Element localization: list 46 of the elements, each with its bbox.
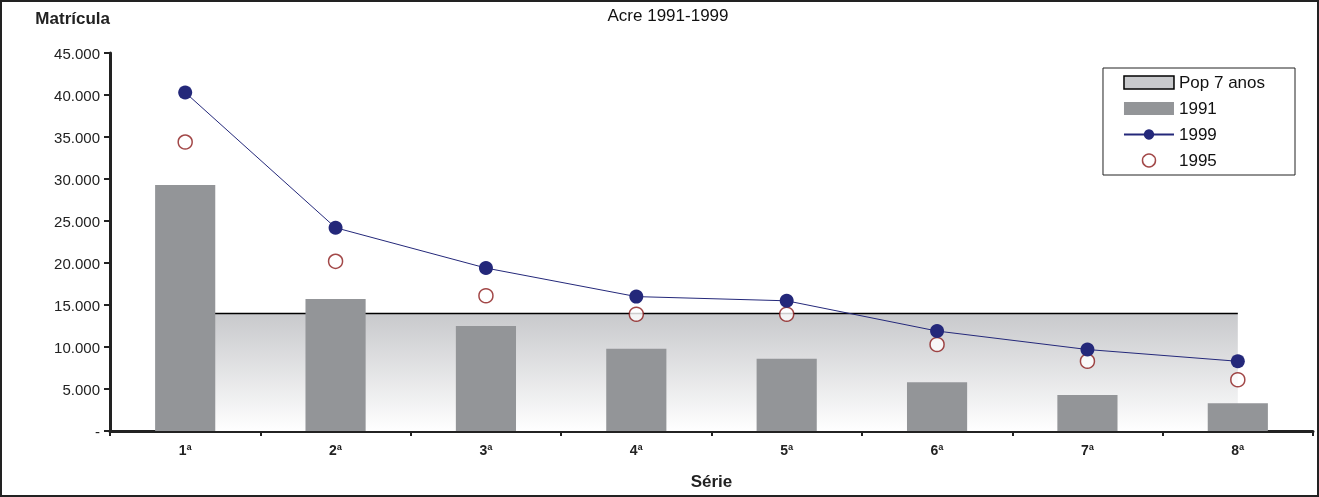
bar (1207, 403, 1268, 431)
legend-label: 1991 (1178, 99, 1217, 118)
bar (1057, 394, 1118, 431)
point (1079, 353, 1096, 370)
bar (606, 348, 667, 431)
point (929, 336, 945, 353)
point (178, 85, 193, 100)
point (1230, 354, 1245, 369)
x-tick-label: 7ª (1080, 442, 1095, 458)
bar (455, 326, 517, 431)
y-tick-label: 30.000 (54, 170, 100, 188)
legend-label: 1999 (1178, 125, 1217, 144)
y-tick-label: 5.000 (62, 380, 100, 398)
y-tick-label: 45.000 (54, 44, 100, 62)
y-tick-label: 25.000 (54, 212, 100, 230)
point (778, 306, 795, 322)
bar (906, 382, 968, 431)
legend-label: Pop 7 anos (1178, 73, 1265, 92)
y-tick-label: 40.000 (54, 86, 100, 104)
point (478, 261, 493, 276)
point (779, 293, 794, 308)
y-tick-label: 20.000 (54, 254, 100, 272)
bar (756, 358, 817, 431)
y-tick-label: - (95, 422, 100, 440)
y-tick-label: 10.000 (54, 338, 100, 356)
point (930, 324, 945, 339)
x-tick-label: 1ª (178, 442, 193, 458)
point (629, 289, 644, 304)
x-tick-label: 3ª (479, 442, 494, 458)
x-tick-label: 8ª (1231, 442, 1246, 458)
legend-label: 1995 (1178, 151, 1217, 170)
point (328, 220, 343, 235)
x-axis-title: Série (690, 472, 733, 491)
point (1230, 372, 1246, 388)
x-tick-label: 6ª (930, 442, 945, 458)
point (1080, 342, 1095, 357)
y-tick-label: 15.000 (54, 296, 100, 314)
point (628, 306, 645, 322)
x-tick-label: 2ª (329, 442, 343, 458)
bar (305, 299, 366, 431)
x-tick-label: 4ª (629, 442, 644, 458)
chart-title: Acre 1991-1999 (607, 6, 729, 25)
x-tick-label: 5ª (780, 442, 794, 458)
y-axis-title: Matrícula (35, 9, 111, 28)
y-tick-label: 35.000 (54, 128, 100, 146)
bar (155, 184, 216, 431)
